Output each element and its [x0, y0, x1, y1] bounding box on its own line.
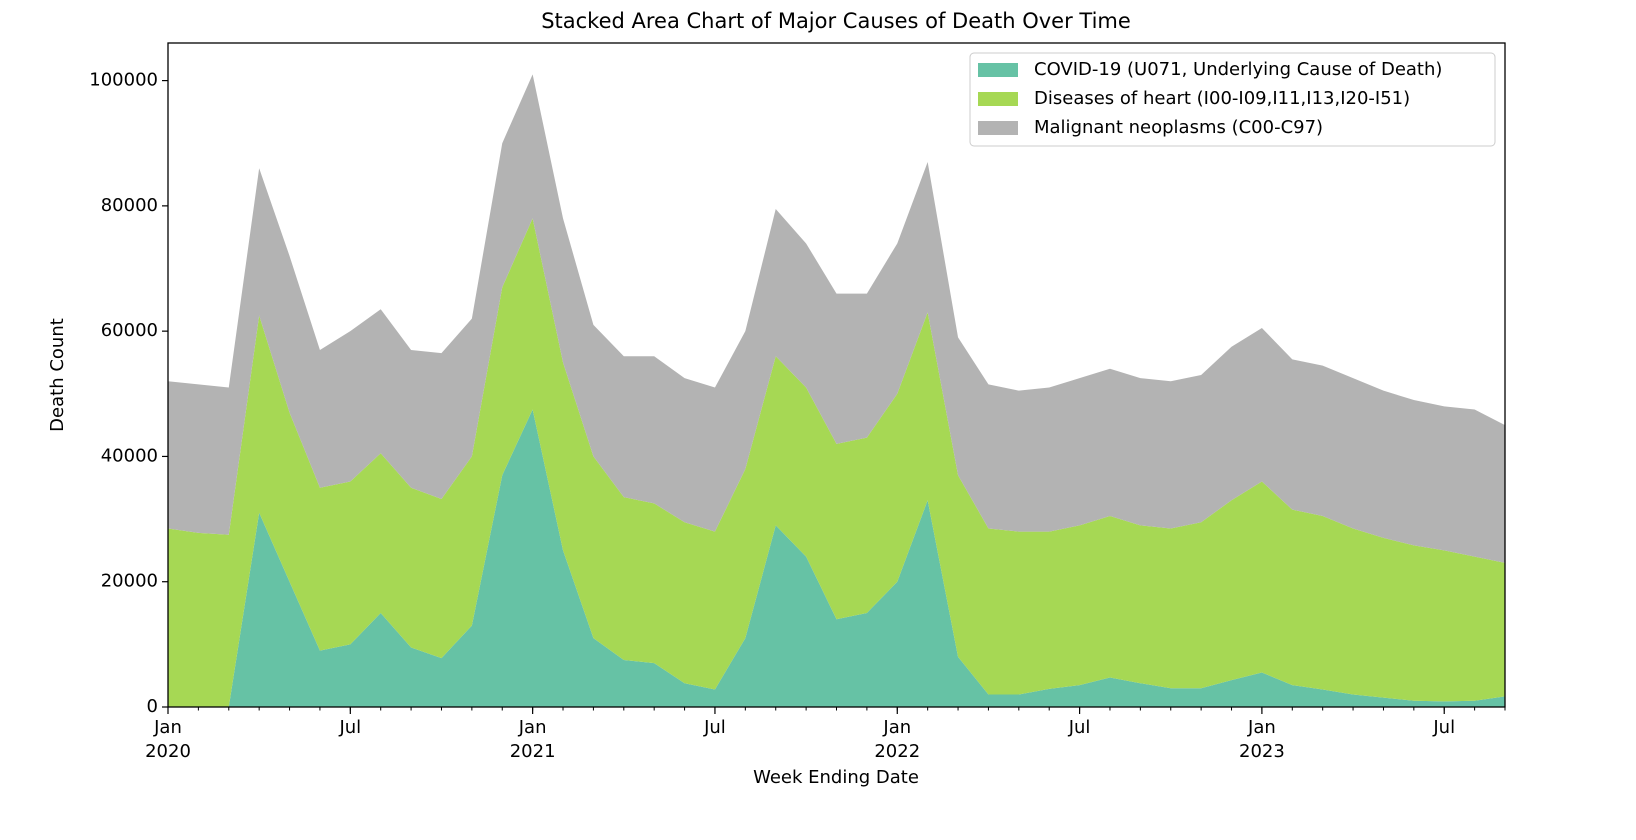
legend-swatch	[978, 92, 1018, 106]
x-tick-label: Jul	[704, 717, 726, 738]
x-axis-label: Week Ending Date	[753, 767, 919, 788]
chart-title: Stacked Area Chart of Major Causes of De…	[541, 9, 1131, 33]
x-tick-label: Jan 2021	[509, 717, 556, 762]
area	[168, 218, 1505, 707]
legend-label: Diseases of heart (I00-I09,I11,I13,I20-I…	[1034, 88, 1410, 109]
y-tick-label: 0	[147, 696, 158, 717]
y-tick-label: 20000	[101, 571, 158, 592]
area	[168, 409, 1505, 707]
legend-label: COVID-19 (U071, Underlying Cause of Deat…	[1034, 59, 1442, 80]
y-tick-label: 40000	[101, 445, 158, 466]
legend-swatch	[978, 63, 1018, 77]
x-tick-label: Jan 2022	[874, 717, 921, 762]
y-tick-label: 60000	[101, 320, 158, 341]
legend-label: Malignant neoplasms (C00-C97)	[1034, 117, 1323, 138]
legend-swatch	[978, 121, 1018, 135]
x-tick-label: Jan 2023	[1239, 717, 1285, 762]
y-tick-label: 100000	[89, 70, 158, 91]
x-tick-label: Jul	[1433, 717, 1456, 738]
x-tick-label: Jul	[1068, 717, 1091, 738]
y-axis-label: Death Count	[47, 318, 68, 432]
x-tick-label: Jul	[339, 717, 362, 738]
area	[168, 74, 1505, 563]
legend-box	[969, 52, 1496, 147]
x-tick-label: Jan 2020	[145, 717, 191, 762]
y-tick-label: 80000	[101, 195, 158, 216]
